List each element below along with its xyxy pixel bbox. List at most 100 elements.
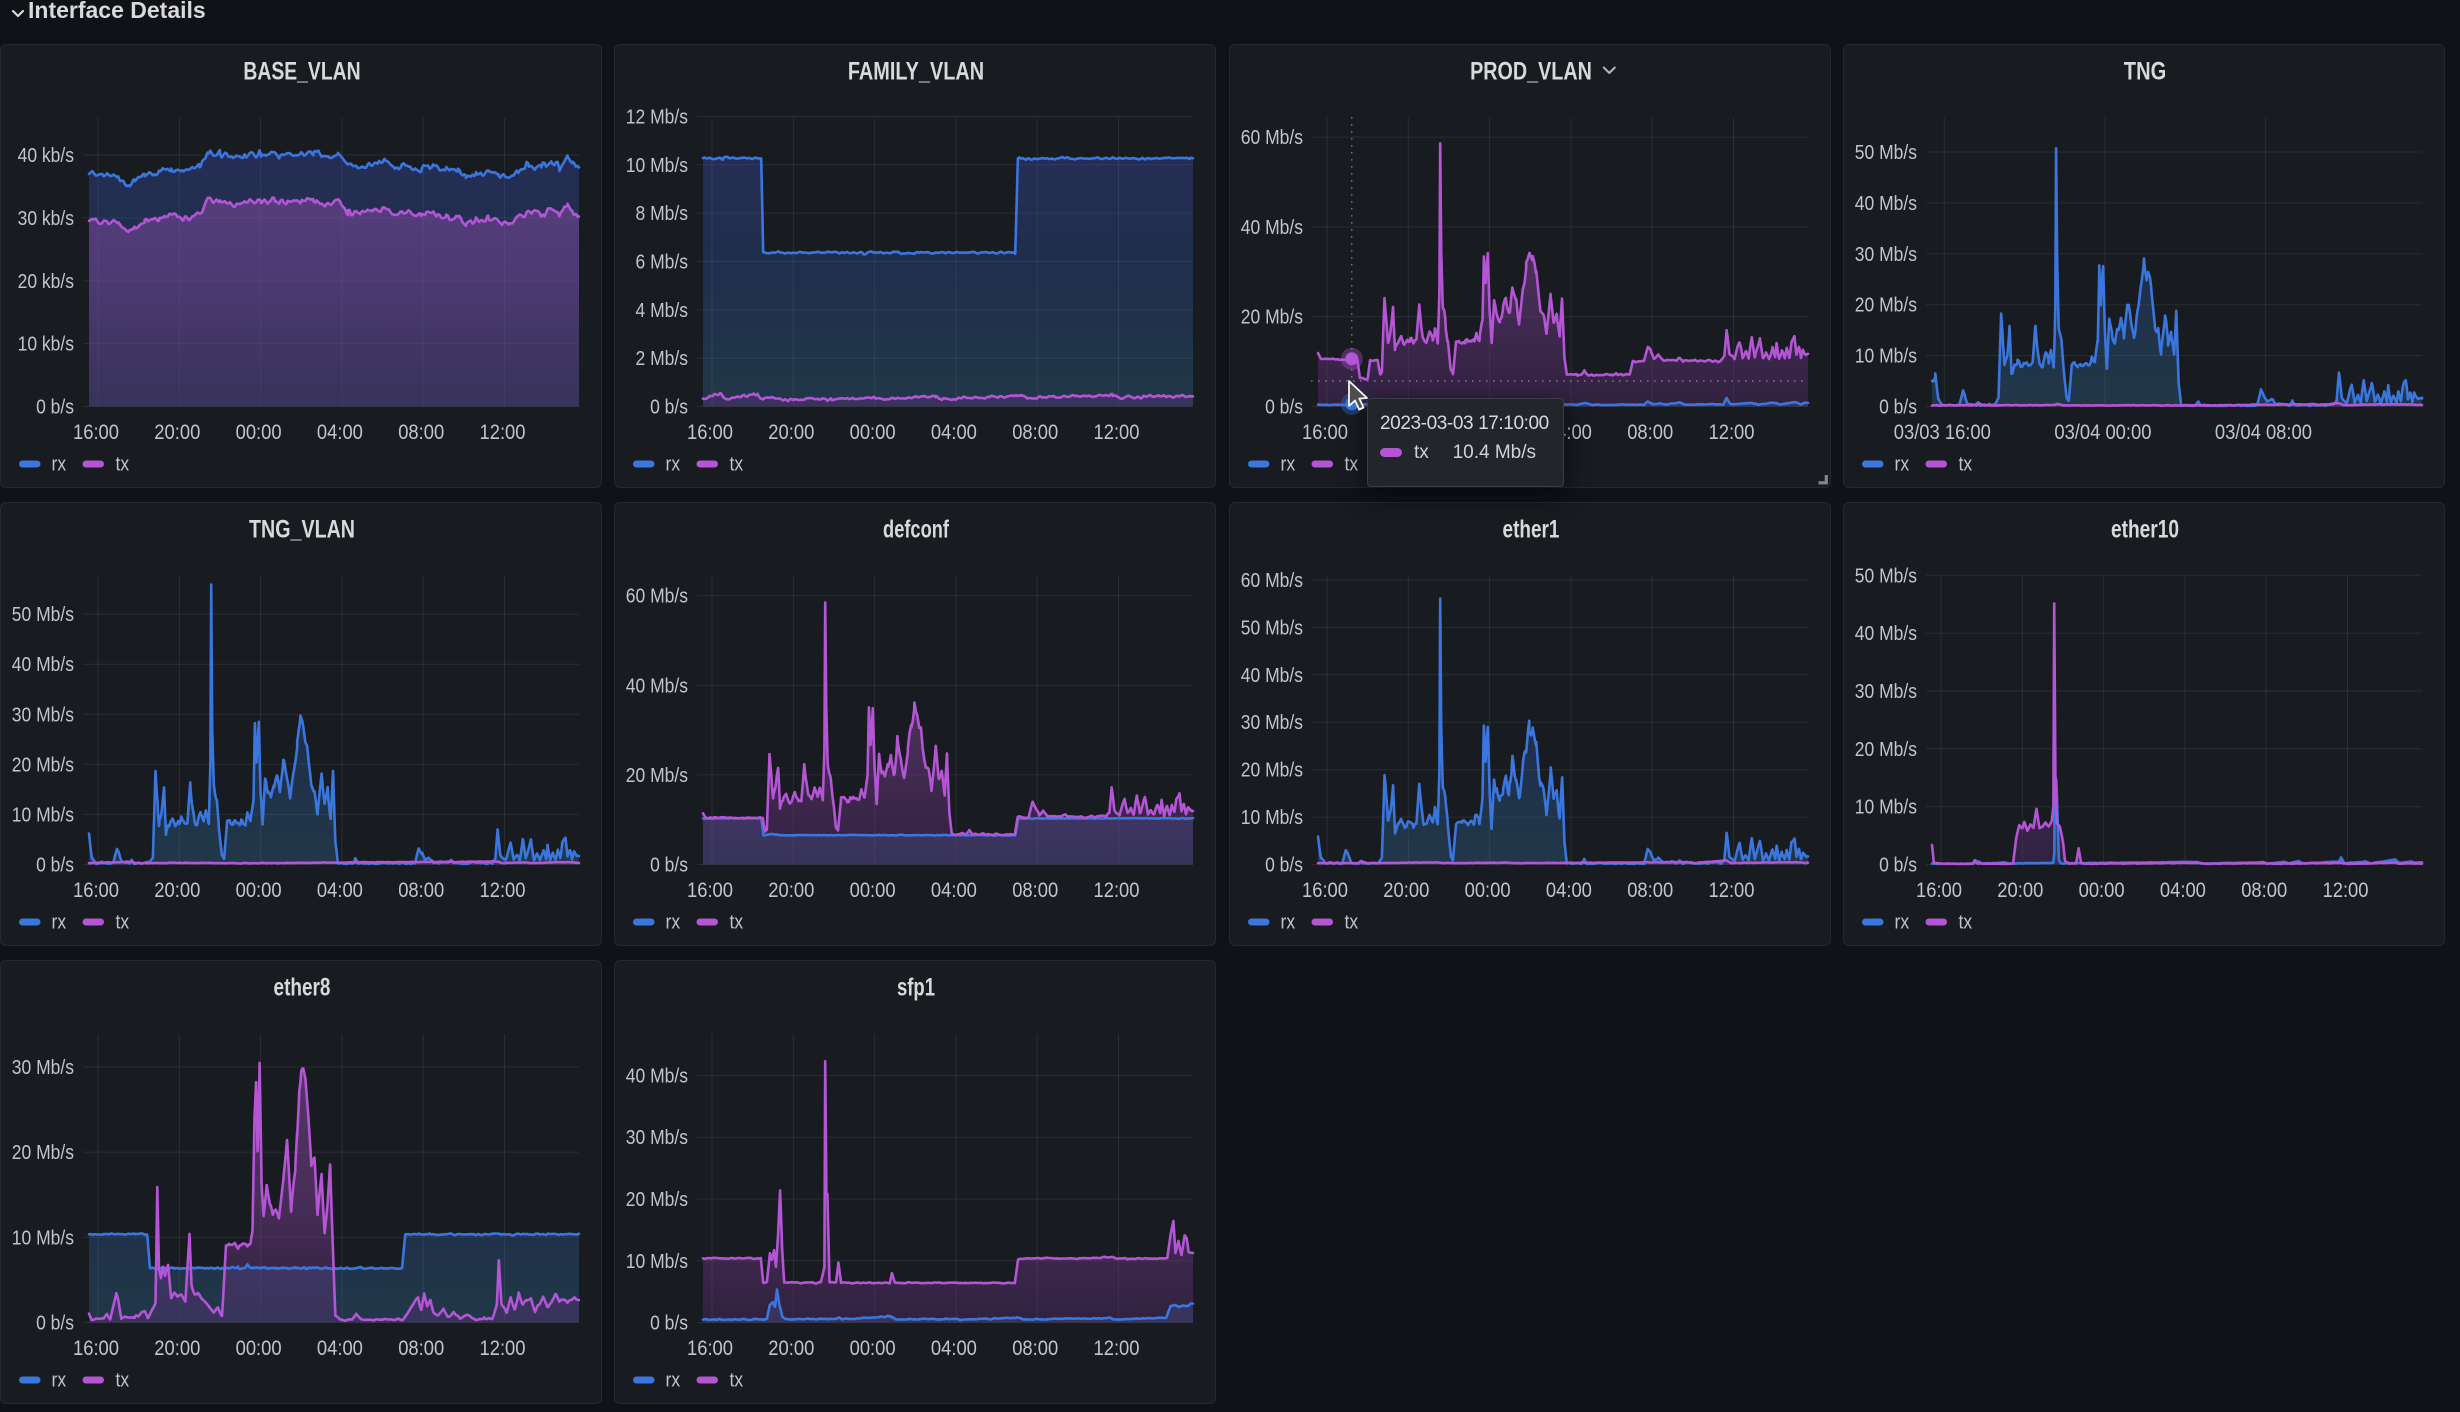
svg-text:04:00: 04:00 bbox=[931, 1337, 977, 1360]
svg-text:08:00: 08:00 bbox=[1012, 879, 1058, 902]
svg-text:04:00: 04:00 bbox=[931, 879, 977, 902]
svg-text:FAMILY_VLAN: FAMILY_VLAN bbox=[848, 58, 984, 86]
svg-text:20 Mb/s: 20 Mb/s bbox=[12, 754, 74, 776]
svg-text:16:00: 16:00 bbox=[1302, 421, 1348, 444]
svg-text:20 kb/s: 20 kb/s bbox=[18, 271, 74, 293]
svg-text:10 Mb/s: 10 Mb/s bbox=[1855, 346, 1917, 368]
svg-text:08:00: 08:00 bbox=[1012, 421, 1058, 444]
svg-text:0 b/s: 0 b/s bbox=[650, 855, 688, 877]
svg-text:12:00: 12:00 bbox=[1094, 1337, 1140, 1360]
svg-text:00:00: 00:00 bbox=[2079, 879, 2125, 902]
svg-text:60 Mb/s: 60 Mb/s bbox=[1240, 127, 1302, 149]
svg-text:ether10: ether10 bbox=[2111, 516, 2179, 544]
svg-text:20 Mb/s: 20 Mb/s bbox=[626, 1189, 688, 1211]
svg-text:PROD_VLAN: PROD_VLAN bbox=[1470, 58, 1592, 86]
svg-text:rx: rx bbox=[666, 454, 681, 476]
svg-text:00:00: 00:00 bbox=[850, 879, 896, 902]
svg-text:20 Mb/s: 20 Mb/s bbox=[12, 1142, 74, 1164]
svg-text:tx: tx bbox=[730, 1370, 744, 1392]
svg-text:20:00: 20:00 bbox=[154, 421, 200, 444]
svg-text:08:00: 08:00 bbox=[1627, 879, 1673, 902]
svg-text:40 Mb/s: 40 Mb/s bbox=[1240, 217, 1302, 239]
svg-text:12:00: 12:00 bbox=[2323, 879, 2369, 902]
svg-text:rx: rx bbox=[1895, 912, 1910, 934]
svg-text:rx: rx bbox=[52, 1370, 67, 1392]
svg-text:rx: rx bbox=[666, 1370, 681, 1392]
svg-text:60 Mb/s: 60 Mb/s bbox=[626, 586, 688, 608]
svg-text:20:00: 20:00 bbox=[769, 1337, 815, 1360]
svg-text:tx: tx bbox=[1344, 912, 1358, 934]
svg-text:4 Mb/s: 4 Mb/s bbox=[636, 300, 689, 322]
svg-text:0 b/s: 0 b/s bbox=[36, 397, 74, 419]
svg-text:10 Mb/s: 10 Mb/s bbox=[1240, 807, 1302, 829]
svg-text:0 b/s: 0 b/s bbox=[1879, 855, 1917, 877]
svg-text:0 b/s: 0 b/s bbox=[36, 1313, 74, 1335]
svg-text:60 Mb/s: 60 Mb/s bbox=[1240, 570, 1302, 592]
svg-text:rx: rx bbox=[1280, 454, 1295, 476]
svg-text:03/04 00:00: 03/04 00:00 bbox=[2054, 421, 2151, 444]
svg-text:10 Mb/s: 10 Mb/s bbox=[12, 1227, 74, 1249]
svg-text:0 b/s: 0 b/s bbox=[650, 1313, 688, 1335]
svg-text:04:00: 04:00 bbox=[931, 421, 977, 444]
svg-text:00:00: 00:00 bbox=[850, 421, 896, 444]
svg-text:rx: rx bbox=[666, 912, 681, 934]
svg-text:00:00: 00:00 bbox=[236, 421, 282, 444]
svg-text:04:00: 04:00 bbox=[1546, 879, 1592, 902]
svg-text:16:00: 16:00 bbox=[73, 1337, 119, 1360]
svg-text:10 kb/s: 10 kb/s bbox=[18, 334, 74, 356]
svg-text:08:00: 08:00 bbox=[2241, 879, 2287, 902]
svg-text:TNG_VLAN: TNG_VLAN bbox=[249, 516, 355, 544]
svg-text:sfp1: sfp1 bbox=[897, 974, 935, 1002]
svg-text:40 kb/s: 40 kb/s bbox=[18, 145, 74, 167]
svg-text:tx: tx bbox=[1344, 454, 1358, 476]
svg-text:rx: rx bbox=[52, 912, 67, 934]
svg-text:08:00: 08:00 bbox=[1012, 1337, 1058, 1360]
svg-text:40 Mb/s: 40 Mb/s bbox=[626, 675, 688, 697]
svg-text:50 Mb/s: 50 Mb/s bbox=[1855, 565, 1917, 587]
svg-text:8 Mb/s: 8 Mb/s bbox=[636, 203, 689, 225]
svg-text:BASE_VLAN: BASE_VLAN bbox=[243, 58, 360, 86]
svg-text:20:00: 20:00 bbox=[769, 421, 815, 444]
svg-text:20:00: 20:00 bbox=[1383, 879, 1429, 902]
svg-text:40 Mb/s: 40 Mb/s bbox=[1240, 665, 1302, 687]
svg-text:00:00: 00:00 bbox=[850, 1337, 896, 1360]
svg-text:0 b/s: 0 b/s bbox=[36, 855, 74, 877]
svg-text:20:00: 20:00 bbox=[1997, 879, 2043, 902]
svg-text:defconf: defconf bbox=[883, 516, 949, 544]
svg-text:30 Mb/s: 30 Mb/s bbox=[1855, 244, 1917, 266]
svg-text:30 Mb/s: 30 Mb/s bbox=[1240, 712, 1302, 734]
svg-text:50 Mb/s: 50 Mb/s bbox=[12, 604, 74, 626]
svg-text:20 Mb/s: 20 Mb/s bbox=[1240, 307, 1302, 329]
svg-text:04:00: 04:00 bbox=[317, 421, 363, 444]
svg-text:12:00: 12:00 bbox=[480, 1337, 526, 1360]
svg-text:40 Mb/s: 40 Mb/s bbox=[626, 1066, 688, 1088]
svg-text:16:00: 16:00 bbox=[687, 421, 733, 444]
svg-text:08:00: 08:00 bbox=[1627, 421, 1673, 444]
svg-text:0 b/s: 0 b/s bbox=[1879, 397, 1917, 419]
svg-text:08:00: 08:00 bbox=[398, 879, 444, 902]
svg-text:30 Mb/s: 30 Mb/s bbox=[626, 1127, 688, 1149]
svg-text:00:00: 00:00 bbox=[236, 879, 282, 902]
svg-text:20:00: 20:00 bbox=[769, 879, 815, 902]
svg-text:2 Mb/s: 2 Mb/s bbox=[636, 348, 689, 370]
svg-text:ether1: ether1 bbox=[1502, 516, 1559, 544]
svg-text:tx: tx bbox=[730, 912, 744, 934]
svg-text:10 Mb/s: 10 Mb/s bbox=[12, 804, 74, 826]
svg-text:40 Mb/s: 40 Mb/s bbox=[1855, 623, 1917, 645]
svg-text:rx: rx bbox=[1280, 912, 1295, 934]
svg-text:20 Mb/s: 20 Mb/s bbox=[1855, 739, 1917, 761]
svg-text:tx: tx bbox=[730, 454, 744, 476]
svg-text:30 Mb/s: 30 Mb/s bbox=[1855, 681, 1917, 703]
svg-text:16:00: 16:00 bbox=[687, 879, 733, 902]
svg-text:TNG: TNG bbox=[2124, 58, 2166, 86]
svg-text:16:00: 16:00 bbox=[1302, 879, 1348, 902]
svg-text:tx: tx bbox=[116, 454, 130, 476]
svg-text:00:00: 00:00 bbox=[236, 1337, 282, 1360]
svg-text:50 Mb/s: 50 Mb/s bbox=[1855, 142, 1917, 164]
svg-text:tx: tx bbox=[116, 1370, 130, 1392]
svg-text:0 b/s: 0 b/s bbox=[1265, 397, 1303, 419]
svg-text:0 b/s: 0 b/s bbox=[1265, 855, 1303, 877]
svg-text:tx: tx bbox=[116, 912, 130, 934]
svg-text:30 kb/s: 30 kb/s bbox=[18, 208, 74, 230]
svg-text:ether8: ether8 bbox=[274, 974, 331, 1002]
